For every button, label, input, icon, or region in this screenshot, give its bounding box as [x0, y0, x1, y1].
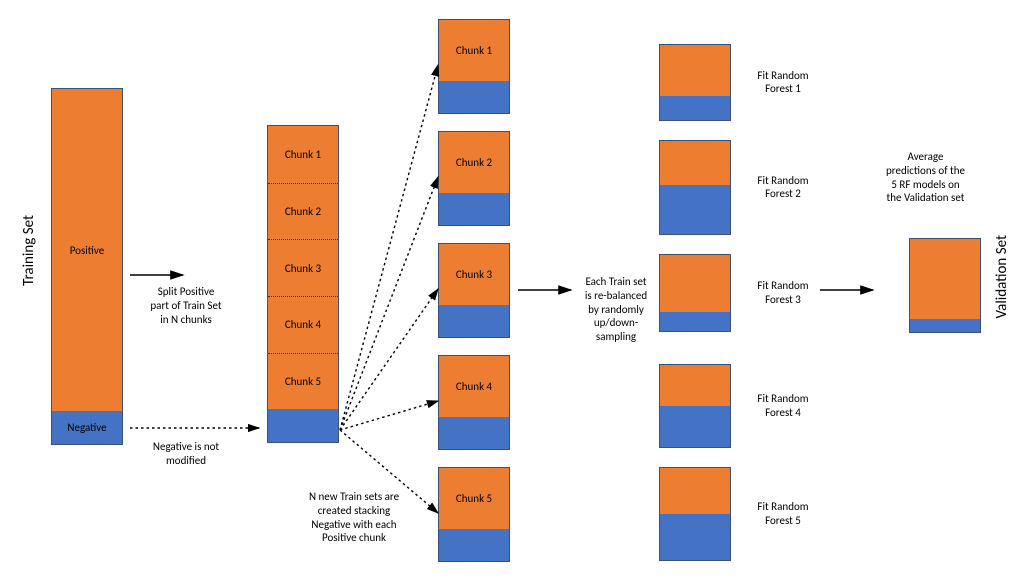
caption-rebalance: Each Train setis re-balancedby randomlyu… [572, 275, 660, 344]
training-block: Positive Negative [51, 88, 123, 445]
caption-split: Split Positivepart of Train Setin N chun… [136, 285, 236, 326]
fit-label: Fit RandomForest 4 [743, 392, 823, 420]
rebalanced-negative [660, 96, 730, 120]
rebalanced-box [659, 364, 731, 448]
chunk-box-negative [439, 305, 509, 337]
rebalanced-negative [660, 406, 730, 447]
chunk-segment: Chunk 3 [268, 239, 338, 296]
training-positive: Positive [52, 89, 122, 411]
validation-negative [910, 319, 980, 332]
validation-block [909, 238, 981, 333]
chunk-box: Chunk 1 [438, 19, 510, 114]
rebalanced-box [659, 254, 731, 332]
rebalanced-negative [660, 514, 730, 560]
fit-label: Fit RandomForest 3 [743, 279, 823, 307]
fit-label: Fit RandomForest 1 [743, 69, 823, 97]
chunk-box-negative [439, 193, 509, 225]
chunk-segment: Chunk 4 [268, 296, 338, 353]
caption-neg: Negative is notmodified [136, 440, 236, 468]
rebalanced-positive [660, 255, 730, 312]
chunks-negative [268, 409, 338, 442]
caption-nnew: N new Train sets arecreated stackingNega… [289, 490, 419, 545]
chunk-box: Chunk 4 [438, 355, 510, 450]
chunk-segment: Chunk 2 [268, 183, 338, 240]
validation-positive [910, 239, 980, 319]
rebalanced-negative [660, 185, 730, 234]
training-negative: Negative [52, 411, 122, 444]
chunk-segment: Chunk 5 [268, 353, 338, 410]
rebalanced-box [659, 44, 731, 121]
chunk-box-negative [439, 417, 509, 449]
chunk-box-positive: Chunk 3 [439, 244, 509, 305]
rebalanced-box [659, 140, 731, 235]
validation-set-label: Validation Set [993, 235, 1011, 319]
chunks-block: Chunk 1Chunk 2Chunk 3Chunk 4Chunk 5 [267, 125, 339, 443]
chunk-box-positive: Chunk 5 [439, 468, 509, 529]
chunk-box-positive: Chunk 4 [439, 356, 509, 417]
rebalanced-positive [660, 141, 730, 185]
chunk-box-negative [439, 529, 509, 561]
fit-label: Fit RandomForest 2 [743, 174, 823, 202]
chunk-box: Chunk 3 [438, 243, 510, 338]
rebalanced-positive [660, 468, 730, 514]
chunk-box-positive: Chunk 1 [439, 20, 509, 81]
fit-label: Fit RandomForest 5 [743, 500, 823, 528]
chunk-box: Chunk 5 [438, 467, 510, 562]
chunk-box-positive: Chunk 2 [439, 132, 509, 193]
rebalanced-box [659, 467, 731, 561]
training-set-label: Training Set [20, 215, 38, 286]
caption-average: Averagepredictions of the5 RF models ont… [868, 150, 983, 205]
chunk-segment: Chunk 1 [268, 126, 338, 183]
rebalanced-positive [660, 365, 730, 406]
chunk-box-negative [439, 81, 509, 113]
rebalanced-negative [660, 312, 730, 331]
chunk-box: Chunk 2 [438, 131, 510, 226]
rebalanced-positive [660, 45, 730, 96]
